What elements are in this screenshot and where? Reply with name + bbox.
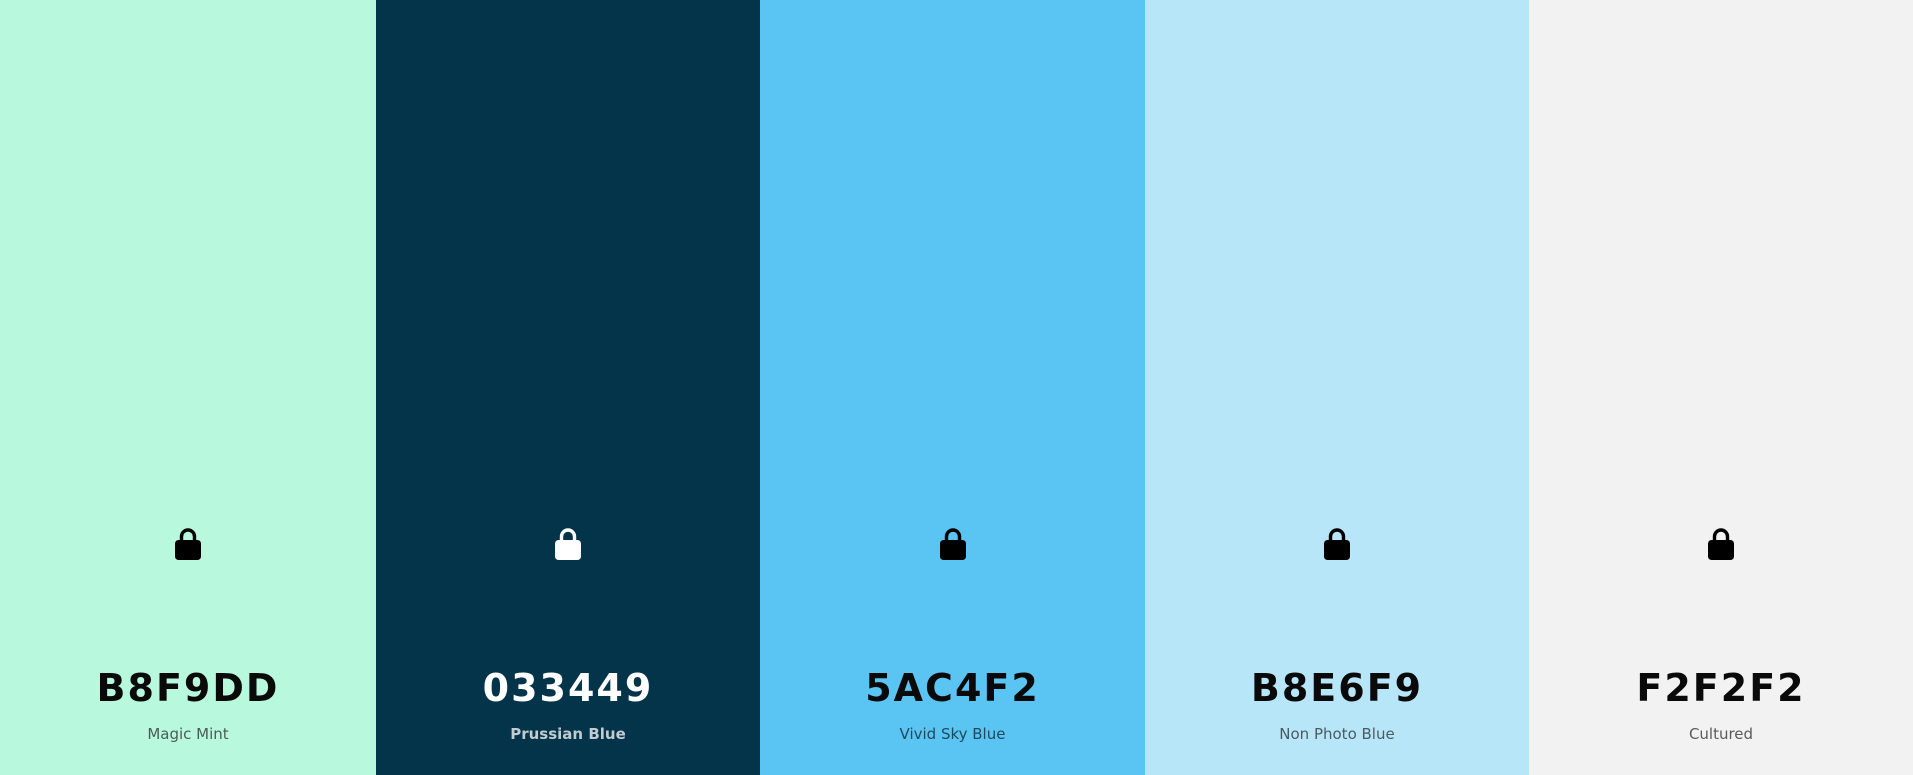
color-swatch-magic-mint[interactable]: B8F9DD Magic Mint bbox=[0, 0, 376, 775]
color-name: Cultured bbox=[1529, 724, 1913, 744]
color-swatch-vivid-sky-blue[interactable]: 5AC4F2 Vivid Sky Blue bbox=[760, 0, 1145, 775]
lock-icon[interactable] bbox=[939, 527, 967, 561]
lock-icon[interactable] bbox=[174, 527, 202, 561]
color-swatch-cultured[interactable]: F2F2F2 Cultured bbox=[1529, 0, 1913, 775]
hex-code[interactable]: F2F2F2 bbox=[1529, 664, 1913, 712]
hex-code[interactable]: B8E6F9 bbox=[1145, 664, 1529, 712]
color-swatch-prussian-blue[interactable]: 033449 Prussian Blue bbox=[376, 0, 760, 775]
color-swatch-non-photo-blue[interactable]: B8E6F9 Non Photo Blue bbox=[1145, 0, 1529, 775]
lock-icon[interactable] bbox=[1707, 527, 1735, 561]
color-name: Non Photo Blue bbox=[1145, 724, 1529, 744]
lock-icon[interactable] bbox=[1323, 527, 1351, 561]
color-name: Vivid Sky Blue bbox=[760, 724, 1145, 744]
color-name: Magic Mint bbox=[0, 724, 376, 744]
lock-icon[interactable] bbox=[554, 527, 582, 561]
hex-code[interactable]: 033449 bbox=[376, 664, 760, 712]
hex-code[interactable]: 5AC4F2 bbox=[760, 664, 1145, 712]
color-name: Prussian Blue bbox=[376, 724, 760, 744]
hex-code[interactable]: B8F9DD bbox=[0, 664, 376, 712]
